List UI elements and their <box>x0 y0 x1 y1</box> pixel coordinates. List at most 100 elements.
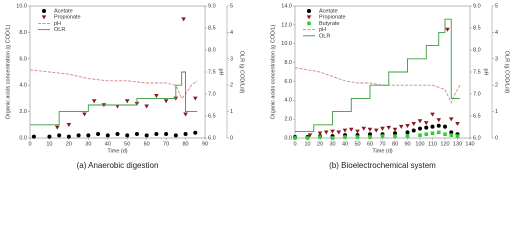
data-point <box>54 125 60 130</box>
y3-tick-label: 2 <box>495 83 498 89</box>
y3-tick-label: 0 <box>495 135 498 141</box>
y2-tick-label: 6.5 <box>473 113 481 119</box>
data-point <box>361 126 367 131</box>
caption: (a) Anaerobic digestion <box>77 161 159 170</box>
y3-axis-title: OLR (g COD/L/d) <box>239 51 245 94</box>
y-tick-label: 6.0 <box>284 79 292 85</box>
legend-swatch <box>307 21 311 26</box>
x-tick-label: 110 <box>428 141 437 147</box>
data-point <box>449 133 454 137</box>
x-tick-label: 20 <box>317 141 323 147</box>
legend-label: Propionate <box>319 15 346 21</box>
data-point <box>418 126 422 131</box>
data-point <box>405 130 410 135</box>
data-point <box>181 17 186 22</box>
data-point <box>424 125 429 130</box>
data-point <box>134 132 139 137</box>
y2-axis-title: pH <box>218 68 224 75</box>
data-point <box>343 135 347 139</box>
x-tick-label: 80 <box>392 141 398 147</box>
data-point <box>105 133 110 138</box>
y3-tick-label: 0 <box>230 135 233 141</box>
y2-tick-label: 9.0 <box>208 3 216 9</box>
data-point <box>86 133 91 138</box>
y-tick-label: 0.0 <box>284 135 292 141</box>
data-point <box>348 127 354 132</box>
data-point <box>323 130 329 135</box>
data-point <box>318 135 322 139</box>
y2-tick-label: 6.0 <box>473 135 481 141</box>
data-point <box>66 134 71 139</box>
y2-tick-label: 8.5 <box>473 25 481 31</box>
data-point <box>436 118 442 123</box>
data-point <box>430 124 435 129</box>
x-tick-label: 90 <box>202 141 208 147</box>
data-point <box>144 104 149 109</box>
data-point <box>193 130 198 135</box>
x-tick-label: 20 <box>66 141 72 147</box>
data-point <box>436 130 441 135</box>
data-point <box>76 133 81 138</box>
x-tick-label: 140 <box>465 141 474 147</box>
x-tick-label: 0 <box>28 141 31 147</box>
x-tick-label: 50 <box>354 141 360 147</box>
data-point <box>57 133 62 138</box>
data-point <box>293 136 297 140</box>
data-point <box>91 99 97 104</box>
y2-tick-label: 7.0 <box>473 91 481 97</box>
series-line <box>295 18 460 132</box>
legend-swatch <box>307 9 311 13</box>
legend-label: Acetate <box>319 8 338 14</box>
figure: 0 10 20 30 40 50 60 70 80 900.02.04.06.08.010.06.… <box>5 3 509 170</box>
data-point <box>124 99 130 104</box>
y-tick-label: 14.0 <box>281 3 292 9</box>
data-point <box>405 134 410 138</box>
page: {"chart_data":[ {"type":"line","caption"… <box>5 3 510 171</box>
data-point <box>183 112 188 117</box>
data-point <box>393 134 397 138</box>
y-tick-label: 10.0 <box>281 41 292 47</box>
y3-tick-label: 3 <box>495 56 498 62</box>
data-point <box>305 136 310 140</box>
data-point <box>430 131 435 136</box>
y3-tick-label: 4 <box>230 30 233 36</box>
data-point <box>173 133 178 138</box>
data-point <box>368 135 372 139</box>
data-point <box>367 127 373 132</box>
data-point <box>47 134 52 139</box>
data-point <box>336 130 342 135</box>
x-tick-label: 100 <box>415 141 424 147</box>
data-point <box>355 135 360 139</box>
y-tick-label: 10.0 <box>16 3 27 9</box>
data-point <box>125 133 130 138</box>
x-tick-label: 120 <box>440 141 449 147</box>
legend-label: Butyrate <box>319 21 339 27</box>
data-point <box>430 112 435 117</box>
y-tick-label: 6.0 <box>19 56 27 62</box>
data-point <box>307 133 313 138</box>
data-point <box>411 128 416 133</box>
caption: (b) Bioelectrochemical system <box>329 161 436 170</box>
data-point <box>317 131 323 136</box>
data-point <box>411 122 417 127</box>
legend-label: Acetate <box>54 8 73 14</box>
y-axis-title: Organic acids concentration (g COD/L) <box>5 24 11 119</box>
data-point <box>436 123 441 128</box>
data-point <box>386 125 392 130</box>
y-tick-label: 4.0 <box>19 83 27 89</box>
legend-label: OLR <box>54 27 65 33</box>
y-axis-title: Organic acids concentration (g COD/L) <box>270 24 276 119</box>
y2-tick-label: 9.0 <box>473 3 481 9</box>
data-point <box>417 119 423 124</box>
x-axis-title: Time (d) <box>372 148 392 154</box>
x-tick-label: 10 <box>304 141 310 147</box>
data-point <box>31 134 36 139</box>
y-tick-label: 4.0 <box>284 98 292 104</box>
data-point <box>443 124 447 129</box>
data-point <box>330 129 335 134</box>
x-tick-label: 0 <box>293 141 296 147</box>
legend-label: pH <box>319 27 326 33</box>
y2-tick-label: 7.5 <box>473 69 481 75</box>
data-point <box>355 129 360 134</box>
data-point <box>330 136 335 140</box>
